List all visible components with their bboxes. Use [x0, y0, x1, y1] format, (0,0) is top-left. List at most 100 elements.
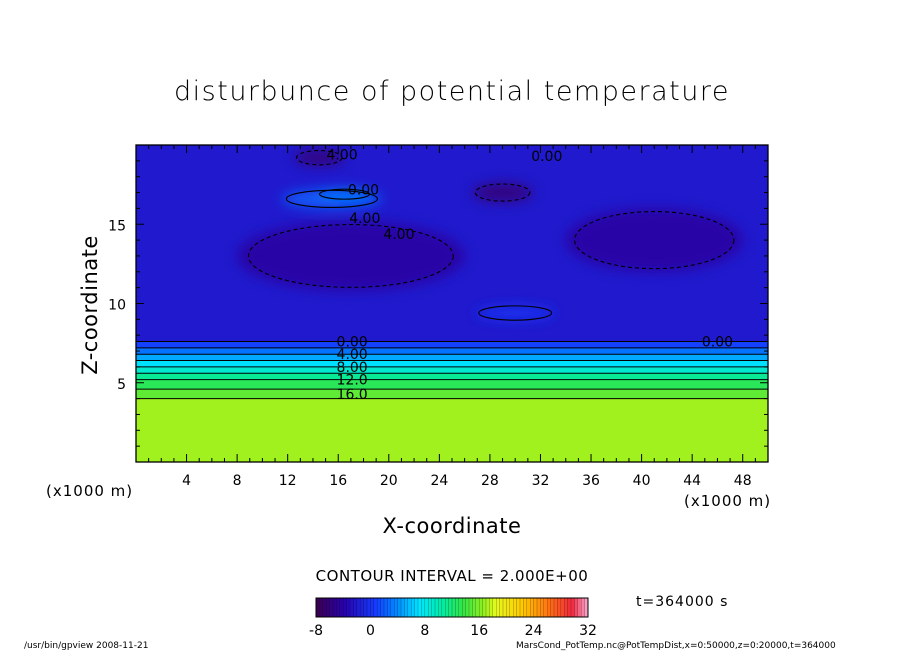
colorbar-segment — [557, 598, 562, 617]
colorbar-segment — [441, 598, 446, 617]
colorbar-segment — [424, 598, 429, 617]
field-anomaly — [474, 305, 556, 321]
colorbar-segment — [452, 598, 456, 617]
colorbar-segment — [421, 598, 426, 617]
colorbar-segment — [370, 598, 375, 617]
colorbar-segment — [329, 598, 334, 617]
footer-command: /usr/bin/gpview 2008-11-21 — [24, 641, 149, 651]
colorbar-segment — [380, 598, 385, 617]
field-anomalies — [237, 149, 743, 321]
colorbar-segment — [526, 598, 531, 617]
colorbar-segment — [353, 598, 358, 617]
colorbar-segment — [496, 598, 500, 617]
x-tick-label: 8 — [233, 473, 242, 489]
y-tick-label: 10 — [108, 298, 126, 314]
colorbar-segment — [472, 598, 477, 617]
contour-line — [574, 211, 735, 270]
x-tick-label: 44 — [683, 473, 701, 489]
field-layer — [136, 389, 768, 399]
colorbar-segment — [390, 598, 395, 617]
contour-label: 4.00 — [383, 227, 414, 243]
colorbar-segment — [339, 598, 344, 617]
x-tick-label: 4 — [182, 473, 191, 489]
x-tick-label: 28 — [481, 473, 499, 489]
colorbar-segment — [326, 598, 330, 617]
x-tick-label: 32 — [532, 473, 550, 489]
x-axis-label: X-coordinate — [382, 514, 522, 538]
colorbar-tick-label: 8 — [420, 623, 429, 639]
colorbar-segment — [475, 598, 480, 617]
colorbar-segment — [509, 598, 514, 617]
colorbar-tick-label: 32 — [579, 623, 597, 639]
colorbar-segment — [540, 598, 545, 617]
colorbar-segment — [336, 598, 341, 617]
field-layer — [136, 373, 768, 380]
colorbar-segment — [486, 598, 490, 617]
contour-label: 16.0 — [337, 387, 368, 403]
colorbar-segment — [445, 598, 449, 617]
contour-label: 8.00 — [337, 360, 368, 376]
colorbar-segment — [530, 598, 534, 617]
colorbar-segment — [499, 598, 504, 617]
colorbar-segment — [411, 598, 415, 617]
colorbar-tick-label: -8 — [309, 623, 323, 639]
colorbar-segment — [404, 598, 409, 617]
x-unit-label-left: (x1000 m) — [46, 482, 134, 500]
colorbar: -8 0 8 16 24 32 — [309, 597, 597, 639]
y-axis-label: Z-coordinate — [78, 235, 102, 375]
field-layer — [136, 366, 768, 374]
colorbar-segment — [438, 598, 443, 617]
x-tick-label: 48 — [734, 473, 752, 489]
colorbar-segment — [543, 598, 548, 617]
colorbar-segment — [346, 598, 351, 617]
field-layer — [136, 398, 768, 462]
colorbar-segment — [367, 598, 371, 617]
contour-label: 12.0 — [337, 373, 368, 389]
time-label: t=364000 s — [636, 594, 729, 610]
field-anomaly — [294, 149, 345, 166]
field-layer — [136, 379, 768, 390]
colorbar-segment — [373, 598, 378, 617]
colorbar-segment — [465, 598, 470, 617]
contour-lines — [136, 149, 768, 400]
colorbar-segment — [407, 598, 412, 617]
colorbar-segment — [577, 598, 582, 617]
colorbar-segment — [387, 598, 392, 617]
contour-label: 0.00 — [348, 182, 379, 198]
colorbar-segment — [506, 598, 511, 617]
colorbar-segment — [435, 598, 439, 617]
colorbar-segment — [401, 598, 405, 617]
colorbar-segment — [533, 598, 538, 617]
field-anomaly — [237, 221, 465, 291]
contour-label: 4.00 — [337, 347, 368, 363]
colorbar-segment — [554, 598, 558, 617]
field-layer — [136, 360, 768, 367]
colorbar-segment — [479, 598, 483, 617]
x-axis: 4 8 12 16 20 24 28 32 36 40 44 48 — [148, 145, 756, 489]
colorbar-segment — [537, 598, 541, 617]
x-unit-label-right: (x1000 m) — [684, 492, 772, 510]
colorbar-segment — [363, 598, 368, 617]
contour-line — [474, 183, 531, 202]
colorbar-tick-label: 24 — [525, 623, 543, 639]
y-axis: 5 10 15 — [108, 160, 768, 447]
contour-line — [478, 305, 553, 321]
colorbar-segment — [316, 598, 320, 617]
colorbar-segment — [455, 598, 460, 617]
colorbar-segment — [503, 598, 507, 617]
colorbar-segment — [574, 598, 579, 617]
colorbar-segment — [482, 598, 487, 617]
contour-line — [295, 149, 343, 166]
colorbar-segment — [377, 598, 381, 617]
contour-line — [247, 224, 454, 288]
x-tick-label: 16 — [329, 473, 347, 489]
x-tick-label: 12 — [279, 473, 297, 489]
colorbar-segment — [414, 598, 419, 617]
x-tick-label: 24 — [430, 473, 448, 489]
colorbar-segment — [523, 598, 528, 617]
colorbar-segment — [458, 598, 463, 617]
contour-label: 0.00 — [531, 149, 562, 165]
contour-interval-text: CONTOUR INTERVAL = 2.000E+00 — [315, 567, 589, 585]
field-anomaly — [316, 188, 373, 200]
